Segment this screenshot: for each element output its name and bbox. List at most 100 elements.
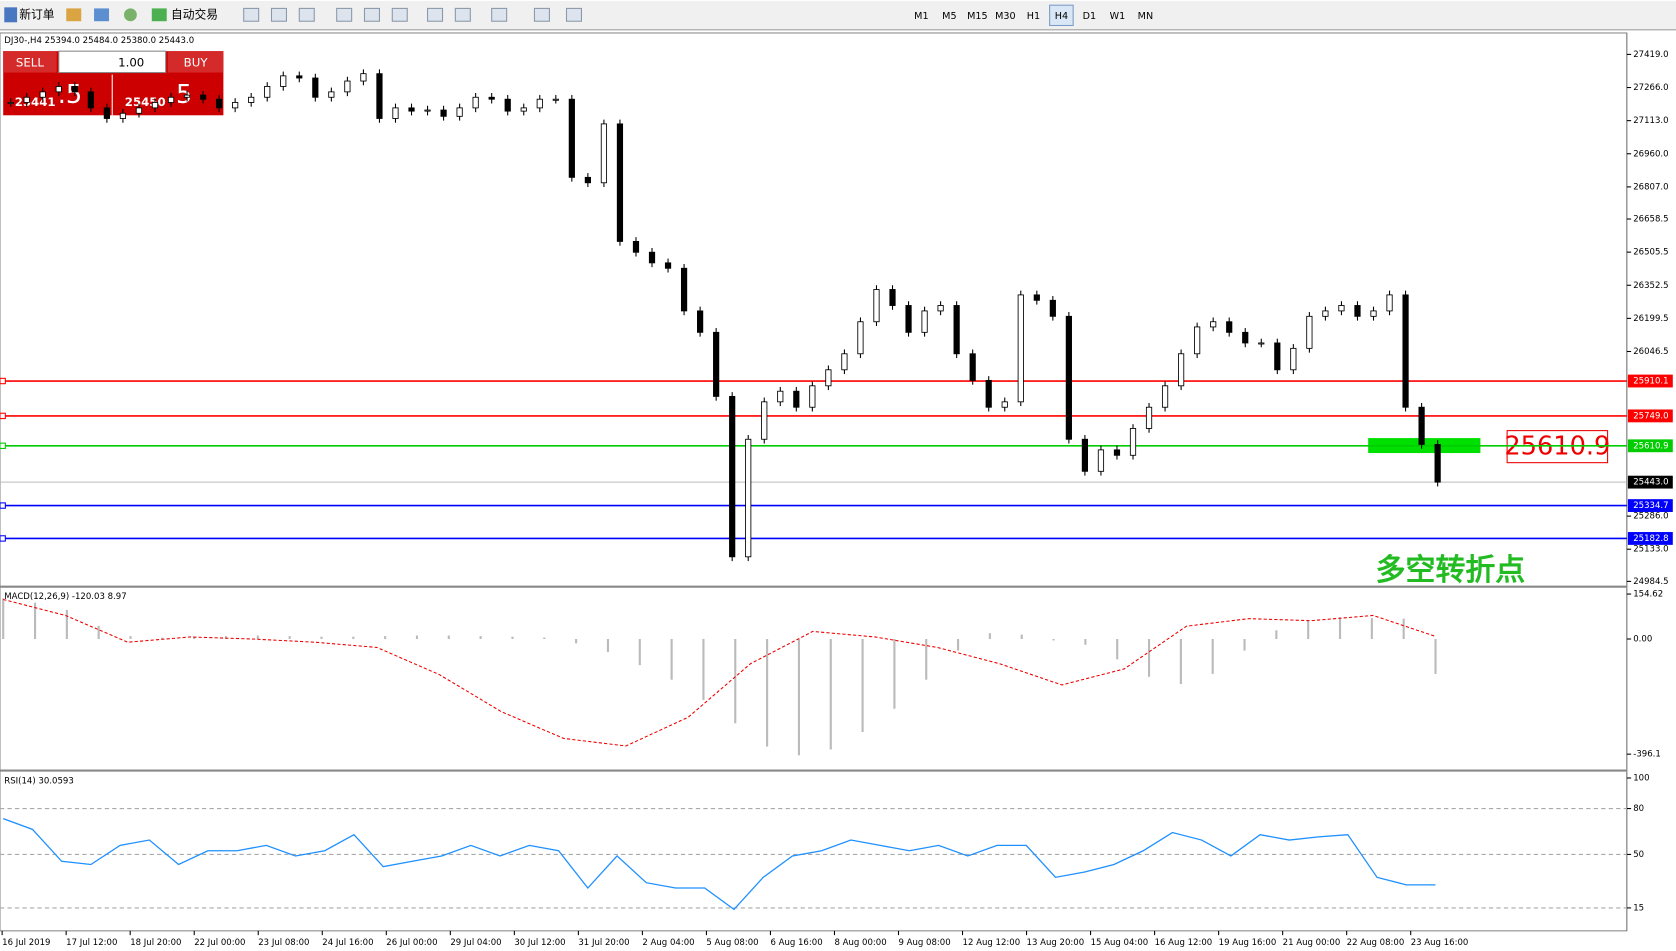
- candle: [552, 98, 559, 101]
- candle: [1049, 299, 1056, 317]
- candle: [248, 96, 255, 103]
- candle: [584, 176, 591, 184]
- candle: [1161, 385, 1169, 408]
- level-anchor: [0, 377, 6, 385]
- toolbar-icon[interactable]: [491, 7, 508, 22]
- x-tick-label: 18 Jul 20:00: [130, 938, 181, 948]
- sell-label[interactable]: SELL: [16, 55, 44, 69]
- candle: [568, 98, 575, 178]
- buy-button[interactable]: [167, 51, 224, 73]
- candle: [296, 75, 303, 79]
- symbol-info: DJ30-,H4 25394.0 25484.0 25380.0 25443.0: [4, 36, 194, 46]
- timeframe-button[interactable]: M15: [967, 11, 988, 22]
- buy-label[interactable]: BUY: [184, 55, 209, 69]
- candle: [151, 102, 159, 109]
- y-tick-label: 27419.0: [1633, 50, 1668, 60]
- toolbar-icon[interactable]: [336, 7, 353, 22]
- x-tick-label: 12 Aug 12:00: [963, 938, 1021, 948]
- y-tick-label: 26046.5: [1633, 347, 1668, 357]
- candle: [1178, 353, 1185, 387]
- macd-bar: [97, 625, 100, 640]
- new-order-icon[interactable]: [4, 7, 18, 23]
- y-tick-label: 27266.0: [1633, 83, 1668, 93]
- toolbar-icon[interactable]: [454, 7, 471, 22]
- timeframe-button[interactable]: M1: [914, 11, 928, 22]
- y-tick-label: 25133.0: [1633, 545, 1668, 555]
- candle: [183, 94, 191, 98]
- level-label: 25749.0: [1633, 411, 1668, 421]
- toolbar-icon[interactable]: [391, 7, 408, 22]
- macd-bar: [1116, 639, 1119, 660]
- level-label-box: [1627, 499, 1673, 512]
- lots-input[interactable]: [58, 50, 167, 74]
- timeframe-button[interactable]: M5: [942, 11, 956, 22]
- timeframe-button[interactable]: W1: [1110, 11, 1126, 22]
- toolbar-icon[interactable]: [270, 7, 287, 22]
- macd-bar: [1402, 618, 1405, 640]
- level-label: 25334.7: [1633, 501, 1668, 511]
- level-label: 25610.9: [1633, 441, 1668, 451]
- macd-bar: [766, 639, 769, 747]
- candle: [1242, 331, 1249, 344]
- candle: [504, 98, 511, 112]
- candle: [648, 251, 656, 264]
- candle: [119, 112, 127, 119]
- candle: [1306, 315, 1313, 349]
- toolbar-icon[interactable]: [123, 8, 137, 22]
- candle: [632, 241, 640, 253]
- candle: [1113, 449, 1121, 456]
- macd-bar: [1084, 639, 1087, 645]
- y-tick-label: 26199.5: [1633, 314, 1668, 324]
- macd-signal: [3, 598, 1436, 747]
- candle: [697, 310, 704, 333]
- level-callout-box: [1506, 430, 1609, 464]
- toolbar-icon[interactable]: [533, 7, 550, 22]
- x-tick-label: 5 Aug 08:00: [706, 938, 758, 948]
- auto-trading-icon[interactable]: [151, 8, 167, 22]
- macd-bar: [384, 636, 387, 640]
- candle: [1210, 321, 1217, 328]
- candle: [713, 331, 720, 397]
- candle: [520, 107, 527, 112]
- lots-value[interactable]: 1.00: [118, 55, 144, 69]
- macd-bar: [256, 635, 259, 640]
- x-tick-label: 16 Jul 2019: [2, 938, 50, 948]
- candle: [23, 96, 30, 103]
- macd-bar: [1275, 630, 1278, 640]
- x-tick-label: 2 Aug 04:00: [642, 938, 694, 948]
- toolbar-icon[interactable]: [363, 7, 380, 22]
- candle: [1418, 406, 1425, 445]
- candle: [440, 109, 447, 117]
- toolbar-icon[interactable]: [94, 8, 110, 22]
- level-anchor: [0, 502, 6, 509]
- timeframe-button[interactable]: H1: [1027, 11, 1040, 22]
- candle: [199, 94, 207, 100]
- x-tick-label: 26 Jul 00:00: [386, 938, 437, 948]
- toolbar-icon[interactable]: [66, 8, 82, 22]
- sell-button[interactable]: [3, 51, 57, 73]
- timeframe-button[interactable]: D1: [1083, 11, 1097, 22]
- timeframe-button[interactable]: H4: [1055, 11, 1068, 22]
- toolbar-icon[interactable]: [243, 7, 260, 22]
- toolbar-icon[interactable]: [565, 7, 583, 22]
- candle: [889, 289, 896, 306]
- toolbar-icon[interactable]: [298, 7, 315, 22]
- candle: [1370, 310, 1377, 317]
- x-tick-label: 9 Aug 08:00: [898, 938, 950, 948]
- candle: [1386, 294, 1393, 312]
- timeframe-button[interactable]: M30: [995, 11, 1016, 22]
- macd-bar: [161, 637, 164, 640]
- auto-trading-button[interactable]: 自动交易: [171, 7, 218, 21]
- macd-bar: [479, 636, 482, 640]
- candle: [761, 401, 768, 440]
- y-tick-label: 154.62: [1633, 590, 1663, 600]
- y-tick-label: 27113.0: [1633, 116, 1668, 126]
- new-order-button[interactable]: 新订单: [19, 7, 54, 21]
- candle: [1001, 401, 1008, 408]
- candle: [1194, 326, 1201, 355]
- toolbar-icon[interactable]: [427, 7, 444, 22]
- candle: [729, 395, 736, 558]
- macd-bar: [988, 633, 991, 640]
- timeframe-button[interactable]: MN: [1138, 11, 1153, 22]
